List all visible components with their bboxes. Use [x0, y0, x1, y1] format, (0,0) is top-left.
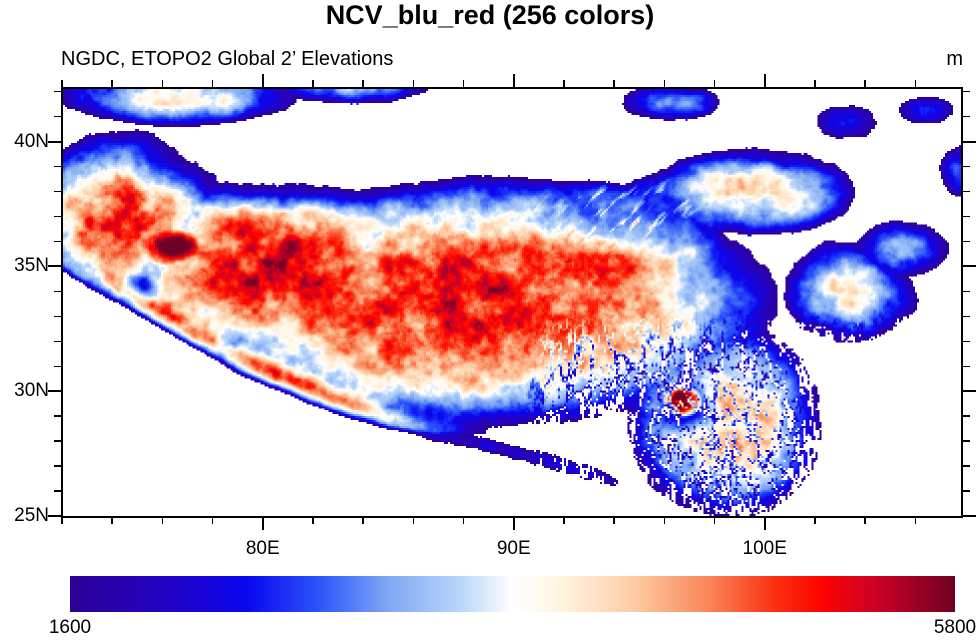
tick-mark — [663, 517, 666, 524]
units-label: m — [946, 48, 963, 70]
tick-mark — [54, 290, 61, 293]
y-tick-label: 35N — [14, 255, 49, 277]
colorbar-min-label: 1600 — [48, 617, 92, 638]
tick-mark — [54, 240, 61, 243]
colorbar — [70, 576, 955, 612]
tick-mark — [111, 80, 113, 87]
tick-mark — [963, 315, 970, 318]
tick-mark — [864, 517, 866, 524]
tick-mark — [462, 517, 465, 524]
tick-mark — [211, 517, 214, 524]
x-tick-label: 100E — [742, 538, 787, 559]
tick-mark — [362, 517, 364, 524]
tick-mark — [963, 290, 970, 293]
tick-mark — [963, 515, 976, 517]
tick-mark — [54, 490, 61, 492]
tick-mark — [412, 517, 415, 524]
tick-mark — [54, 190, 61, 193]
tick-mark — [362, 80, 364, 87]
tick-mark — [963, 340, 970, 342]
tick-mark — [763, 517, 766, 530]
tick-mark — [563, 517, 565, 524]
tick-mark — [161, 80, 164, 87]
plot-title: NCV_blu_red (256 colors) — [325, 0, 655, 30]
tick-mark — [61, 517, 63, 524]
tick-mark — [54, 315, 61, 318]
tick-mark — [48, 265, 61, 268]
tick-mark — [963, 215, 970, 218]
x-tick-label: 90E — [496, 538, 531, 559]
tick-mark — [261, 517, 264, 530]
tick-mark — [161, 517, 164, 524]
tick-mark — [963, 490, 970, 492]
tick-mark — [763, 74, 766, 87]
tick-mark — [814, 517, 816, 524]
tick-mark — [963, 115, 970, 118]
tick-mark — [613, 517, 615, 524]
x-tick-label: 80E — [245, 538, 280, 559]
tick-mark — [713, 517, 716, 524]
tick-mark — [54, 365, 61, 367]
tick-mark — [54, 440, 61, 442]
tick-mark — [54, 215, 61, 218]
colorbar-max-label: 5800 — [933, 617, 977, 638]
tick-mark — [963, 140, 976, 143]
tick-mark — [312, 80, 314, 87]
tick-mark — [48, 140, 61, 143]
tick-mark — [48, 390, 61, 393]
tick-mark — [914, 80, 916, 87]
dataset-subtitle: NGDC, ETOPO2 Global 2’ Elevations — [61, 48, 394, 70]
tick-mark — [963, 265, 976, 268]
tick-mark — [963, 240, 970, 243]
y-tick-label: 40N — [14, 130, 49, 152]
tick-mark — [211, 80, 214, 87]
tick-mark — [462, 80, 465, 87]
tick-mark — [54, 465, 61, 467]
map-plot-frame — [61, 87, 963, 518]
tick-mark — [914, 517, 916, 524]
tick-mark — [54, 165, 61, 168]
tick-mark — [963, 365, 970, 367]
tick-mark — [563, 80, 565, 87]
tick-mark — [54, 91, 61, 93]
tick-mark — [261, 74, 264, 87]
elevation-raster — [63, 89, 961, 516]
tick-mark — [512, 517, 515, 530]
tick-mark — [963, 91, 970, 93]
tick-mark — [312, 517, 314, 524]
tick-mark — [61, 80, 63, 87]
tick-mark — [814, 80, 816, 87]
tick-mark — [963, 165, 970, 168]
tick-mark — [713, 80, 716, 87]
tick-mark — [48, 515, 61, 517]
y-tick-label: 30N — [14, 380, 49, 402]
tick-mark — [613, 80, 615, 87]
tick-mark — [54, 340, 61, 342]
tick-mark — [963, 465, 970, 467]
y-tick-label: 25N — [14, 505, 49, 526]
tick-mark — [54, 115, 61, 118]
tick-mark — [963, 390, 976, 393]
tick-mark — [864, 80, 866, 87]
tick-mark — [963, 440, 970, 442]
tick-mark — [663, 80, 666, 87]
tick-mark — [111, 517, 113, 524]
tick-mark — [412, 80, 415, 87]
tick-mark — [963, 190, 970, 193]
tick-mark — [963, 415, 970, 417]
tick-mark — [54, 415, 61, 417]
tick-mark — [512, 74, 515, 87]
